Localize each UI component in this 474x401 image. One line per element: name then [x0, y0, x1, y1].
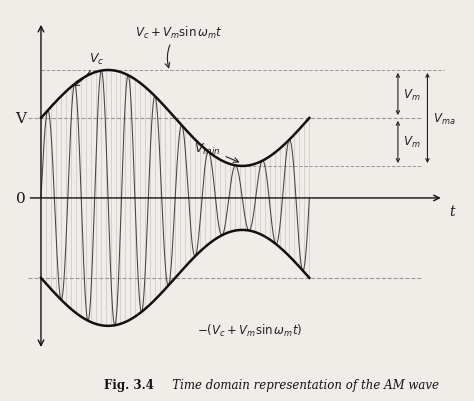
Text: $V_c + V_m \sin \omega_m t$: $V_c + V_m \sin \omega_m t$	[135, 24, 223, 69]
Text: 0: 0	[17, 191, 26, 205]
Text: Fig. 3.4: Fig. 3.4	[104, 378, 154, 391]
Text: $V_{ma}$: $V_{ma}$	[433, 111, 456, 126]
Text: $V_m$: $V_m$	[403, 87, 421, 102]
Text: $V_m$: $V_m$	[403, 135, 421, 150]
Text: $V_c$: $V_c$	[74, 51, 104, 86]
Text: $-(V_c + V_m \sin \omega_m t)$: $-(V_c + V_m \sin \omega_m t)$	[197, 322, 302, 338]
Text: t: t	[449, 205, 455, 219]
Text: V: V	[15, 112, 26, 126]
Text: $V_{min}$: $V_{min}$	[194, 142, 238, 163]
Text: Time domain representation of the AM wave: Time domain representation of the AM wav…	[161, 378, 439, 391]
